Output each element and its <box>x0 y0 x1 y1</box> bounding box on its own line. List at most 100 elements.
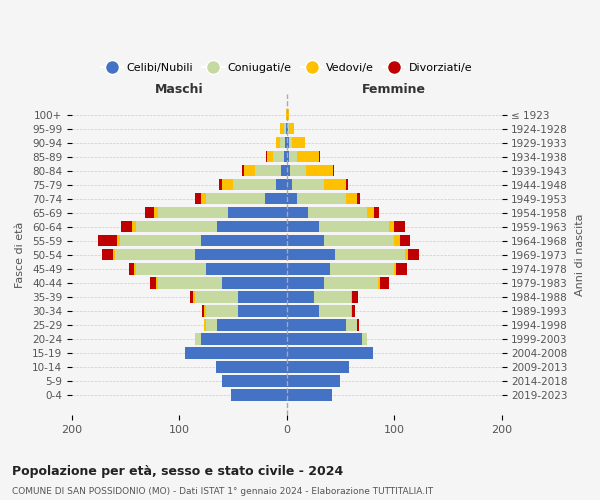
Bar <box>346 193 356 204</box>
Bar <box>287 179 292 190</box>
Bar <box>201 193 206 204</box>
Bar <box>378 278 380 288</box>
Bar <box>352 292 358 302</box>
Bar <box>280 123 284 134</box>
Bar <box>134 264 136 274</box>
Bar <box>217 221 287 232</box>
Bar <box>196 250 287 260</box>
Bar <box>280 137 284 148</box>
Bar <box>346 179 348 190</box>
Bar <box>287 109 289 120</box>
Bar <box>400 236 410 246</box>
Bar <box>330 264 394 274</box>
Bar <box>287 348 373 358</box>
Bar <box>351 306 352 316</box>
Bar <box>335 250 405 260</box>
Bar <box>158 278 222 288</box>
Bar <box>117 236 120 246</box>
Bar <box>201 334 287 344</box>
Bar <box>206 193 265 204</box>
Bar <box>287 137 289 148</box>
Bar <box>287 221 319 232</box>
Bar <box>132 221 136 232</box>
Bar <box>284 123 286 134</box>
Bar <box>289 123 294 134</box>
Bar <box>286 123 287 134</box>
Bar <box>219 179 222 190</box>
Bar <box>121 221 132 232</box>
Bar <box>222 179 233 190</box>
Bar <box>216 362 287 372</box>
Bar <box>356 193 360 204</box>
Bar <box>287 264 330 274</box>
Bar <box>284 151 287 162</box>
Bar <box>351 292 352 302</box>
Bar <box>284 137 287 148</box>
Bar <box>287 390 332 400</box>
Bar <box>206 306 238 316</box>
Bar <box>362 334 367 344</box>
Bar <box>394 236 400 246</box>
Bar <box>273 151 284 162</box>
Bar <box>156 278 158 288</box>
Bar <box>196 334 201 344</box>
Bar <box>242 165 244 176</box>
Bar <box>289 137 292 148</box>
Bar <box>254 165 281 176</box>
Bar <box>238 306 287 316</box>
Bar <box>276 137 280 148</box>
Legend: Celibi/Nubili, Coniugati/e, Vedovi/e, Divorziati/e: Celibi/Nubili, Coniugati/e, Vedovi/e, Di… <box>97 58 477 77</box>
Bar <box>397 264 407 274</box>
Bar <box>145 207 154 218</box>
Bar <box>244 165 254 176</box>
Bar <box>287 306 319 316</box>
Text: Maschi: Maschi <box>155 84 203 96</box>
Bar <box>287 376 340 386</box>
Bar <box>136 221 217 232</box>
Bar <box>287 250 335 260</box>
Bar <box>319 306 351 316</box>
Bar <box>120 236 201 246</box>
Bar <box>158 207 227 218</box>
Bar <box>286 109 287 120</box>
Bar <box>185 348 287 358</box>
Bar <box>113 250 115 260</box>
Bar <box>298 151 319 162</box>
Bar <box>265 193 287 204</box>
Bar <box>292 137 305 148</box>
Bar <box>227 207 287 218</box>
Bar <box>325 278 378 288</box>
Bar <box>356 320 359 330</box>
Bar <box>238 292 287 302</box>
Bar <box>196 193 201 204</box>
Bar <box>151 278 156 288</box>
Bar <box>290 165 306 176</box>
Bar <box>405 250 408 260</box>
Bar <box>367 207 374 218</box>
Bar <box>288 123 289 134</box>
Bar <box>319 151 320 162</box>
Bar <box>115 250 196 260</box>
Y-axis label: Fasce di età: Fasce di età <box>15 222 25 288</box>
Bar <box>408 250 419 260</box>
Bar <box>287 123 288 134</box>
Bar <box>287 165 290 176</box>
Bar <box>389 221 394 232</box>
Bar <box>287 193 298 204</box>
Bar <box>352 306 355 316</box>
Bar <box>201 236 287 246</box>
Bar <box>222 376 287 386</box>
Bar <box>129 264 134 274</box>
Bar <box>266 151 268 162</box>
Bar <box>204 306 206 316</box>
Bar <box>102 250 113 260</box>
Bar <box>374 207 379 218</box>
Bar <box>233 179 276 190</box>
Bar <box>136 264 206 274</box>
Bar <box>217 320 287 330</box>
Bar <box>287 334 362 344</box>
Bar <box>154 207 158 218</box>
Bar <box>346 320 356 330</box>
Bar <box>394 264 397 274</box>
Bar <box>231 390 287 400</box>
